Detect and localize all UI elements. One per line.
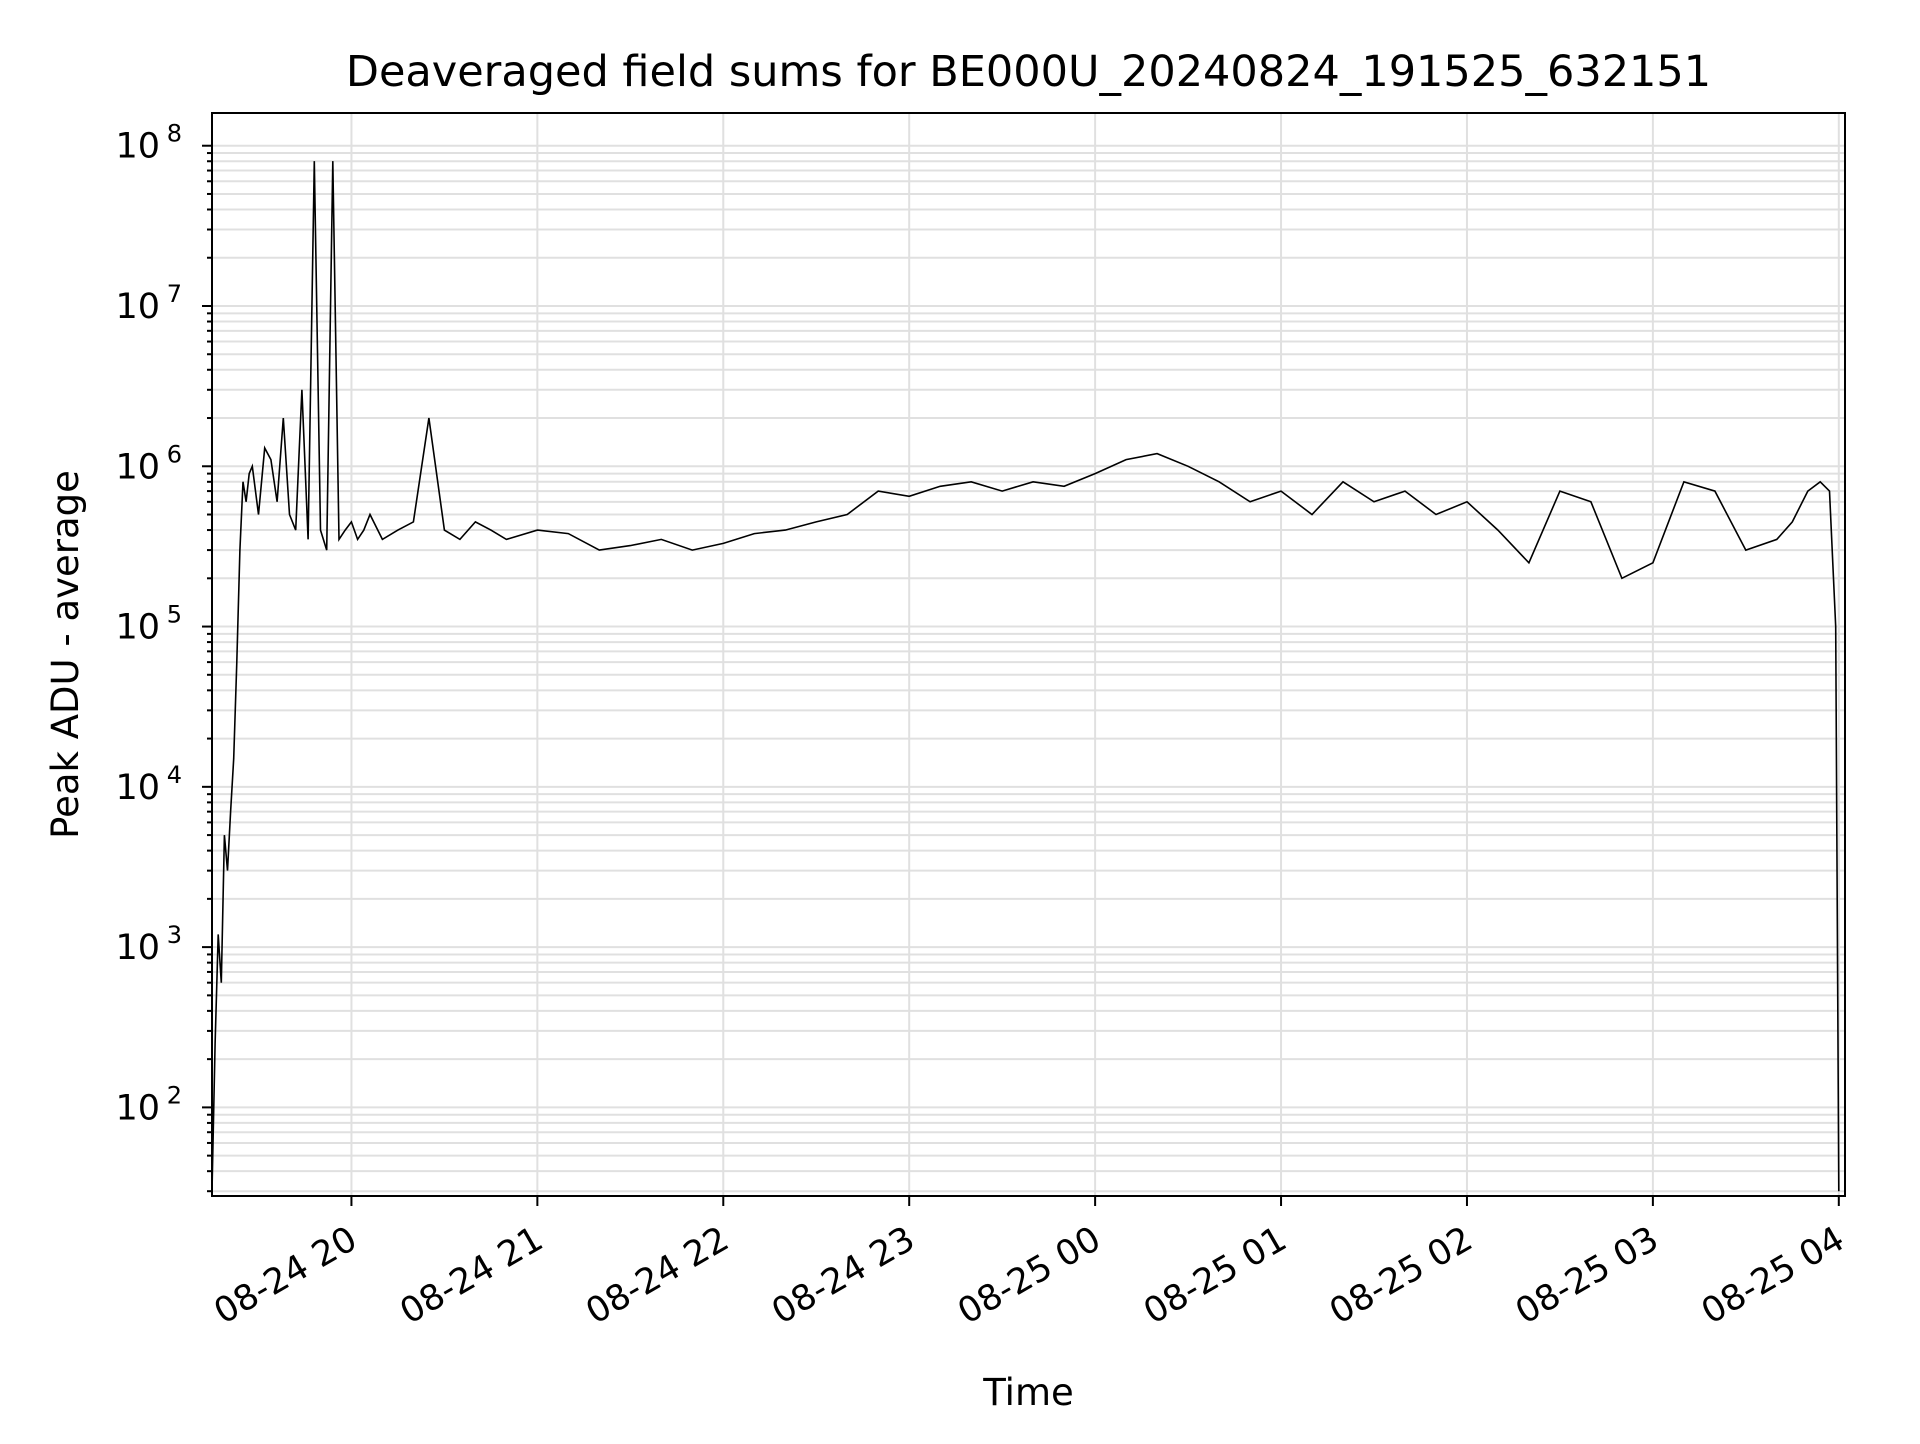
y-tick-label-base: 10: [115, 287, 160, 327]
y-tick-label-base: 10: [115, 768, 160, 808]
x-axis-label: Time: [982, 1371, 1074, 1414]
y-tick-label-base: 10: [115, 127, 160, 167]
y-tick-label: 10: [115, 447, 160, 487]
y-axis-label: Peak ADU - average: [44, 470, 87, 839]
y-tick-label: 10: [115, 928, 160, 968]
y-tick-label-exponent: 7: [167, 280, 182, 308]
y-tick-label-exponent: 8: [167, 120, 182, 148]
grid: [212, 113, 1845, 1196]
series-line: [211, 161, 1840, 1192]
y-tick-label-exponent: 3: [167, 921, 182, 949]
chart-title: Deaveraged field sums for BE000U_2024082…: [346, 47, 1711, 97]
series-layer: [211, 161, 1840, 1192]
y-tick-label-base: 10: [115, 447, 160, 487]
y-tick-label-base: 10: [115, 928, 160, 968]
plot-frame: [211, 112, 1846, 1197]
y-tick-label-base: 10: [115, 1088, 160, 1128]
y-tick-label-exponent: 5: [167, 601, 182, 629]
y-tick-label: 10: [115, 608, 160, 648]
y-tick-label-exponent: 4: [167, 761, 182, 789]
y-tick-label: 10: [115, 287, 160, 327]
y-tick-label: 10: [115, 768, 160, 808]
y-tick-label: 10: [115, 1088, 160, 1128]
y-tick-label-exponent: 2: [167, 1081, 182, 1109]
y-tick-label-exponent: 6: [167, 440, 182, 468]
y-tick-label-base: 10: [115, 608, 160, 648]
y-tick-label: 10: [115, 127, 160, 167]
